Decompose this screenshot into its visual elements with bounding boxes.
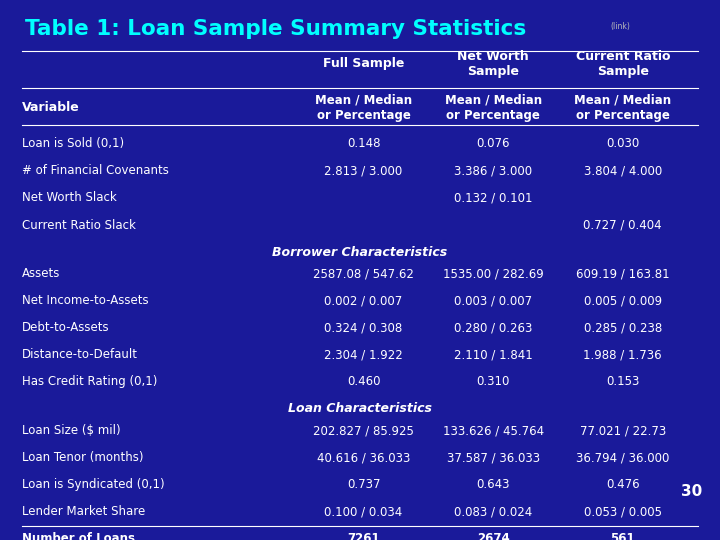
Text: Mean / Median
or Percentage: Mean / Median or Percentage: [315, 93, 412, 122]
Text: 0.153: 0.153: [606, 375, 639, 388]
Text: 0.460: 0.460: [347, 375, 380, 388]
Text: 133.626 / 45.764: 133.626 / 45.764: [443, 424, 544, 437]
Text: Loan Tenor (months): Loan Tenor (months): [22, 451, 143, 464]
Text: 2.110 / 1.841: 2.110 / 1.841: [454, 348, 533, 361]
Text: 2.304 / 1.922: 2.304 / 1.922: [324, 348, 403, 361]
Text: 2.813 / 3.000: 2.813 / 3.000: [325, 165, 402, 178]
Text: 561: 561: [611, 532, 635, 540]
Text: Net Worth Slack: Net Worth Slack: [22, 192, 117, 205]
Text: 40.616 / 36.033: 40.616 / 36.033: [317, 451, 410, 464]
Text: 0.643: 0.643: [477, 478, 510, 491]
Text: Lender Market Share: Lender Market Share: [22, 505, 145, 518]
Text: 1.988 / 1.736: 1.988 / 1.736: [583, 348, 662, 361]
Text: Current Ratio
Sample: Current Ratio Sample: [575, 50, 670, 78]
Text: Full Sample: Full Sample: [323, 57, 405, 70]
Text: 37.587 / 36.033: 37.587 / 36.033: [446, 451, 540, 464]
Text: Loan is Syndicated (0,1): Loan is Syndicated (0,1): [22, 478, 164, 491]
Text: 0.324 / 0.308: 0.324 / 0.308: [325, 321, 402, 334]
Text: 202.827 / 85.925: 202.827 / 85.925: [313, 424, 414, 437]
Text: 0.310: 0.310: [477, 375, 510, 388]
Text: 30: 30: [680, 484, 702, 499]
Text: 0.003 / 0.007: 0.003 / 0.007: [454, 294, 532, 307]
Text: 2674: 2674: [477, 532, 510, 540]
Text: Net Worth
Sample: Net Worth Sample: [457, 50, 529, 78]
Text: 77.021 / 22.73: 77.021 / 22.73: [580, 424, 666, 437]
Text: Number of Loans: Number of Loans: [22, 532, 135, 540]
Text: 0.005 / 0.009: 0.005 / 0.009: [584, 294, 662, 307]
Text: # of Financial Covenants: # of Financial Covenants: [22, 165, 168, 178]
Text: 0.737: 0.737: [347, 478, 380, 491]
Text: 3.804 / 4.000: 3.804 / 4.000: [584, 165, 662, 178]
Text: Distance-to-Default: Distance-to-Default: [22, 348, 138, 361]
Text: 2587.08 / 547.62: 2587.08 / 547.62: [313, 267, 414, 280]
Text: 0.476: 0.476: [606, 478, 639, 491]
Text: 1535.00 / 282.69: 1535.00 / 282.69: [443, 267, 544, 280]
Text: 0.053 / 0.005: 0.053 / 0.005: [584, 505, 662, 518]
Text: (link): (link): [611, 23, 631, 31]
Text: 0.727 / 0.404: 0.727 / 0.404: [583, 219, 662, 232]
Text: 609.19 / 163.81: 609.19 / 163.81: [576, 267, 670, 280]
Text: 0.285 / 0.238: 0.285 / 0.238: [584, 321, 662, 334]
Text: Mean / Median
or Percentage: Mean / Median or Percentage: [445, 93, 541, 122]
Text: Table 1: Loan Sample Summary Statistics: Table 1: Loan Sample Summary Statistics: [25, 19, 526, 39]
Text: Debt-to-Assets: Debt-to-Assets: [22, 321, 109, 334]
Text: 0.002 / 0.007: 0.002 / 0.007: [325, 294, 402, 307]
Text: Borrower Characteristics: Borrower Characteristics: [272, 246, 448, 259]
Text: Variable: Variable: [22, 101, 79, 114]
Text: 0.030: 0.030: [606, 137, 639, 151]
Text: 0.076: 0.076: [477, 137, 510, 151]
Text: Current Ratio Slack: Current Ratio Slack: [22, 219, 135, 232]
Text: 36.794 / 36.000: 36.794 / 36.000: [576, 451, 670, 464]
Text: 3.386 / 3.000: 3.386 / 3.000: [454, 165, 532, 178]
Text: 0.280 / 0.263: 0.280 / 0.263: [454, 321, 532, 334]
Text: Loan is Sold (0,1): Loan is Sold (0,1): [22, 137, 124, 151]
Text: Loan Characteristics: Loan Characteristics: [288, 402, 432, 415]
Text: 0.083 / 0.024: 0.083 / 0.024: [454, 505, 532, 518]
Text: Net Income-to-Assets: Net Income-to-Assets: [22, 294, 148, 307]
Text: 0.148: 0.148: [347, 137, 380, 151]
Text: Loan Size ($ mil): Loan Size ($ mil): [22, 424, 120, 437]
Text: Mean / Median
or Percentage: Mean / Median or Percentage: [575, 93, 671, 122]
Text: Has Credit Rating (0,1): Has Credit Rating (0,1): [22, 375, 157, 388]
Text: 0.132 / 0.101: 0.132 / 0.101: [454, 192, 533, 205]
Text: 0.100 / 0.034: 0.100 / 0.034: [325, 505, 402, 518]
Text: 7261: 7261: [347, 532, 380, 540]
Text: Assets: Assets: [22, 267, 60, 280]
